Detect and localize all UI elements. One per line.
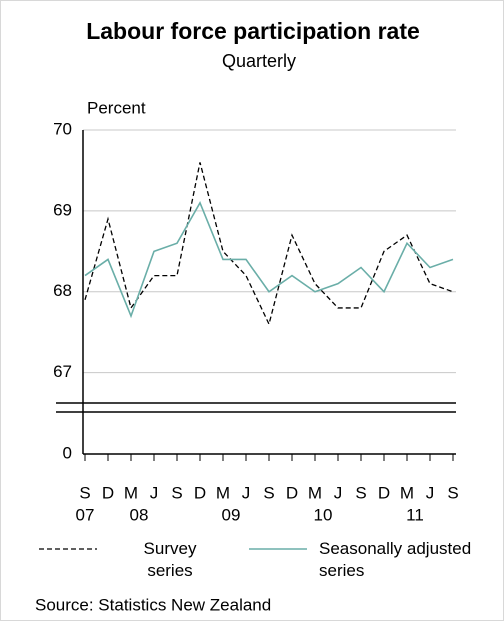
x-tick-label: S xyxy=(79,483,90,502)
x-year-label: 07 xyxy=(76,505,95,524)
legend-label: Seasonally adjusted series xyxy=(319,539,472,580)
series-line xyxy=(84,200,454,319)
source: Source: Statistics New Zealand xyxy=(35,595,271,614)
x-year-label: 08 xyxy=(130,505,149,524)
x-tick-label: M xyxy=(308,483,322,502)
x-tick-label: S xyxy=(171,483,182,502)
chart-title: Labour force participation rate xyxy=(86,18,420,44)
x-tick-label: J xyxy=(150,483,159,502)
y-tick-label: 68 xyxy=(53,281,72,300)
x-tick-label: S xyxy=(263,483,274,502)
x-tick-label: M xyxy=(124,483,138,502)
series-line xyxy=(84,162,454,327)
y-axis-label: Percent xyxy=(87,98,146,117)
x-tick-label: S xyxy=(355,483,366,502)
x-tick-label: D xyxy=(102,483,114,502)
y-tick-label: 67 xyxy=(53,362,72,381)
legend-label: Survey series xyxy=(143,539,197,580)
x-year-label: 09 xyxy=(222,505,241,524)
x-tick-label: J xyxy=(242,483,251,502)
x-year-label: 10 xyxy=(314,505,333,524)
x-tick-label: S xyxy=(447,483,458,502)
x-tick-label: M xyxy=(400,483,414,502)
y-tick-label: 69 xyxy=(53,200,72,219)
x-tick-label: J xyxy=(334,483,343,502)
x-tick-label: M xyxy=(216,483,230,502)
y-tick-label: 70 xyxy=(53,119,72,138)
x-tick-label: D xyxy=(378,483,390,502)
x-tick-label: D xyxy=(286,483,298,502)
x-year-label: 11 xyxy=(406,505,424,524)
x-tick-label: D xyxy=(194,483,206,502)
x-tick-label: J xyxy=(426,483,435,502)
chart-subtitle: Quarterly xyxy=(222,51,296,71)
y-tick-label: 0 xyxy=(63,443,72,462)
